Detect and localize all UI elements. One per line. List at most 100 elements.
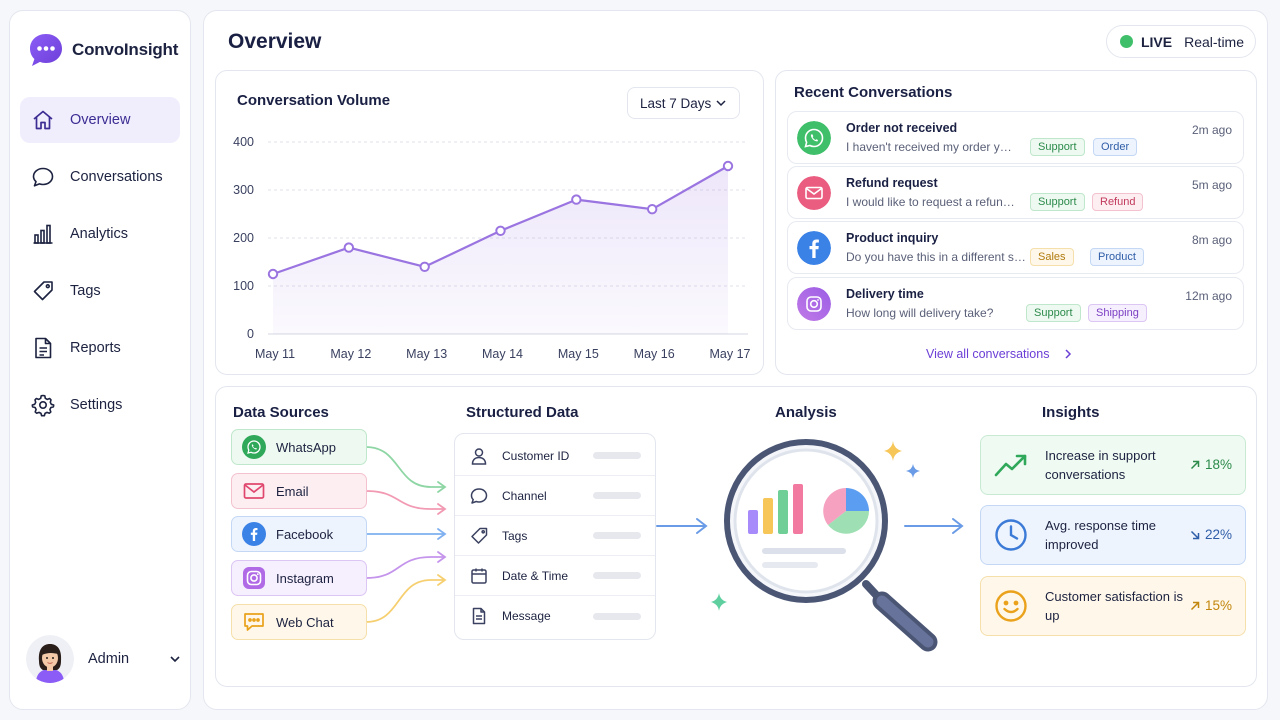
sidebar: ConvoInsight Overview Conversations Anal… <box>9 10 191 710</box>
facebook-flow-arrowhead <box>437 528 447 540</box>
document-icon <box>35 337 52 359</box>
chat-logo-icon <box>30 34 62 66</box>
brand[interactable]: ConvoInsight <box>28 32 178 68</box>
field-tags: Tags <box>455 516 655 556</box>
structured-data-title: Structured Data <box>466 404 579 421</box>
tag-product[interactable]: Product <box>1090 248 1144 266</box>
sidebar-item-analytics[interactable]: Analytics <box>20 211 180 257</box>
tag-order[interactable]: Order <box>1093 138 1138 156</box>
view-all-label: View all conversations <box>926 347 1050 361</box>
arrow-up-right-icon <box>1190 601 1200 610</box>
email-icon <box>243 483 265 499</box>
conversation-title: Refund request <box>846 176 938 190</box>
source-label: Email <box>276 483 309 499</box>
source-label: Instagram <box>276 570 334 586</box>
field-label: Customer ID <box>502 448 570 463</box>
data-point <box>343 242 355 253</box>
insight-satisfaction[interactable]: Customer satisfaction is up 15% <box>980 576 1246 636</box>
field-label: Date & Time <box>502 568 569 583</box>
page-title: Overview <box>228 30 322 53</box>
insight-value: 22% <box>1189 527 1232 542</box>
data-point <box>495 225 506 237</box>
conversation-title: Order not received <box>846 121 958 135</box>
volume-title: Conversation Volume <box>237 92 391 109</box>
field-placeholder-bar <box>593 612 641 620</box>
sidebar-item-label: Overview <box>70 112 131 128</box>
insight-text: Customer satisfaction is up <box>1045 589 1183 623</box>
arrow-down-right-icon <box>1190 530 1200 539</box>
chat-bubble-icon <box>470 487 488 504</box>
sidebar-item-settings[interactable]: Settings <box>20 382 180 428</box>
web-chat-icon <box>244 613 264 631</box>
tag-shipping[interactable]: Shipping <box>1088 304 1147 322</box>
source-instagram[interactable]: Instagram <box>231 560 367 596</box>
source-facebook[interactable]: Facebook <box>231 516 367 552</box>
avatar <box>26 635 74 683</box>
sidebar-item-reports[interactable]: Reports <box>20 325 180 371</box>
field-label: Channel <box>502 488 547 503</box>
data-point <box>722 160 734 172</box>
x-tick-label: May 14 <box>482 347 523 361</box>
tag-support[interactable]: Support <box>1026 304 1081 322</box>
arrow-up-right-icon <box>1190 460 1200 469</box>
conversation-preview: How long will delivery take? <box>846 306 994 320</box>
live-sublabel: Real-time <box>1184 33 1244 50</box>
source-whatsapp[interactable]: WhatsApp <box>231 429 367 465</box>
insight-response-time[interactable]: Avg. response time improved 22% <box>980 505 1246 565</box>
structured-to-analysis-arrow <box>656 518 708 534</box>
gear-icon <box>31 394 55 417</box>
whatsapp-icon <box>242 435 266 459</box>
conversation-title: Delivery time <box>846 287 924 301</box>
tag-refund[interactable]: Refund <box>1092 193 1144 211</box>
field-placeholder-bar <box>593 492 641 499</box>
sidebar-item-overview[interactable]: Overview <box>20 97 180 143</box>
view-all-conversations-link[interactable]: View all conversations <box>926 347 1075 361</box>
user-menu[interactable]: Admin <box>26 633 182 685</box>
bar-chart-icon <box>33 224 53 244</box>
user-name: Admin <box>88 651 130 667</box>
tag-support[interactable]: Support <box>1030 193 1085 211</box>
conversation-item[interactable]: Refund request I would like to request a… <box>787 166 1244 219</box>
analysis-title: Analysis <box>775 404 837 421</box>
data-point <box>571 194 582 205</box>
conversation-time: 12m ago <box>1185 289 1232 303</box>
data-sources-title: Data Sources <box>233 404 329 421</box>
source-email[interactable]: Email <box>231 473 367 509</box>
sparkle-icon <box>906 464 920 478</box>
source-label: Web Chat <box>276 614 334 630</box>
date-range-select[interactable]: Last 7 Days <box>627 87 740 119</box>
insight-percent: 15% <box>1204 598 1232 613</box>
email-flow-line <box>365 490 445 510</box>
chevron-down-icon <box>716 100 726 107</box>
y-tick-label: 100 <box>233 279 254 293</box>
chevron-down-icon[interactable] <box>168 652 182 666</box>
conversation-preview: I would like to request a refund... <box>846 195 1016 209</box>
series-area <box>273 166 728 334</box>
email-icon <box>797 176 831 210</box>
data-pipeline-card: Data Sources Structured Data Analysis In… <box>215 386 1257 687</box>
y-tick-label: 400 <box>233 135 254 149</box>
insight-percent: 18% <box>1204 457 1232 472</box>
x-tick-label: May 11 <box>255 347 295 361</box>
insight-support-increase[interactable]: Increase in support conversations 18% <box>980 435 1246 495</box>
x-tick-label: May 13 <box>406 347 447 361</box>
sparkle-icon <box>884 441 902 461</box>
conversation-item[interactable]: Order not received I haven't received my… <box>787 111 1244 164</box>
sidebar-item-tags[interactable]: Tags <box>20 268 180 314</box>
sidebar-item-label: Conversations <box>70 169 163 185</box>
sparkle-icon <box>711 593 727 611</box>
conversation-title: Product inquiry <box>846 231 939 245</box>
field-label: Tags <box>502 528 528 543</box>
y-tick-label: 200 <box>233 231 254 245</box>
data-point <box>646 204 658 215</box>
data-point <box>419 261 430 273</box>
field-channel: Channel <box>455 476 655 516</box>
live-label: LIVE <box>1140 33 1173 50</box>
source-web-chat[interactable]: Web Chat <box>231 604 367 640</box>
sidebar-item-conversations[interactable]: Conversations <box>20 154 180 200</box>
live-indicator: LIVE Real-time <box>1105 25 1256 58</box>
tag-sales[interactable]: Sales <box>1030 248 1074 266</box>
conversation-item[interactable]: Delivery time How long will delivery tak… <box>787 277 1244 330</box>
conversation-item[interactable]: Product inquiry Do you have this in a di… <box>787 221 1244 274</box>
tag-support[interactable]: Support <box>1030 138 1085 156</box>
